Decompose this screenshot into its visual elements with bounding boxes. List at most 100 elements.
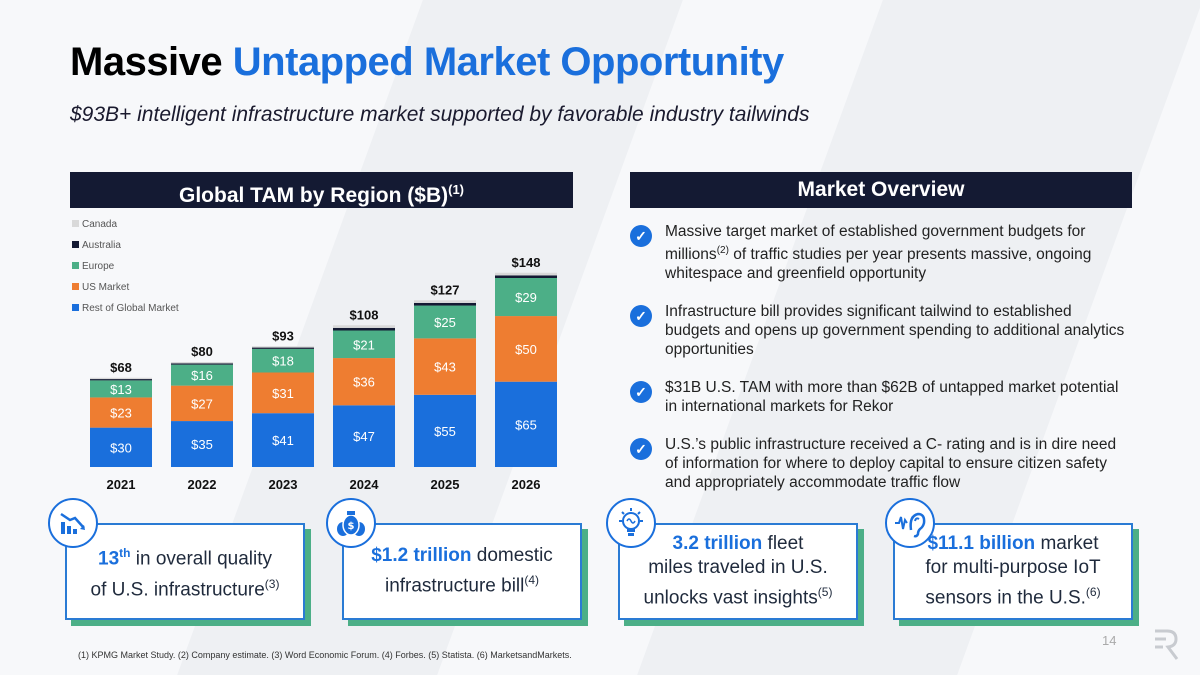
money-bags-icon: $ — [326, 498, 376, 548]
stat-highlight: $11.1 billion — [927, 533, 1036, 555]
bar-value-label: $25 — [434, 315, 456, 330]
bar-segment — [171, 421, 233, 467]
stat-card-infrastructure-bill: $1.2 trillion domestic infrastructure bi… — [342, 523, 582, 620]
tam-header-text: Global TAM by Region ($B) — [179, 184, 449, 207]
stat-text: sensors in the U.S. — [925, 587, 1086, 609]
bar-value-label: $55 — [434, 424, 456, 439]
bar-segment — [414, 300, 476, 303]
stat-text: miles traveled in U.S. — [648, 557, 828, 579]
stat-text: of U.S. infrastructure — [90, 578, 265, 600]
bar-segment — [90, 380, 152, 398]
bar-value-label: $29 — [515, 290, 537, 305]
bar-value-label: $41 — [272, 433, 294, 448]
bar-segment — [252, 348, 314, 373]
bar-segment — [495, 381, 557, 467]
overview-item: ✓ $31B U.S. TAM with more than $62B of u… — [630, 378, 1130, 416]
bar-segment — [252, 346, 314, 348]
overview-text: $31B U.S. TAM with more than $62B of unt… — [665, 379, 1119, 416]
legend-label: Rest of Global Market — [82, 303, 179, 314]
bar-segment — [414, 302, 476, 306]
market-overview-list: ✓ Massive target market of established g… — [630, 222, 1130, 492]
bar-segment — [252, 413, 314, 467]
rekor-logo-icon — [1150, 628, 1180, 667]
stat-highlight-sup: th — [119, 546, 131, 561]
x-tick-label: 2023 — [269, 477, 298, 492]
tam-bar-chart: Canada Australia Europe US Market Rest of Gl… — [72, 219, 557, 492]
bar-total-label: $108 — [350, 307, 379, 322]
overview-section-header: Market Overview — [630, 172, 1132, 208]
bar-segment — [90, 427, 152, 467]
legend-label: Canada — [82, 219, 117, 230]
bar-segment — [414, 305, 476, 339]
legend-swatch — [72, 241, 79, 248]
stat-card-infrastructure-rank: 13th in overall quality of U.S. infrastr… — [65, 523, 305, 620]
bar-total-label: $80 — [191, 344, 213, 359]
checkmark-icon: ✓ — [630, 381, 652, 404]
bar-segment — [333, 405, 395, 467]
overview-item: ✓ U.S.’s public infrastructure received … — [630, 435, 1130, 492]
x-tick-label: 2021 — [107, 477, 136, 492]
legend-label: US Market — [82, 282, 129, 293]
page-subtitle: $93B+ intelligent infrastructure market … — [70, 103, 810, 126]
stat-footnote: (4) — [524, 573, 540, 588]
title-blue-part: Untapped Market Opportunity — [232, 40, 784, 84]
stat-highlight: $1.2 trillion — [371, 545, 472, 567]
bar-segment — [90, 397, 152, 428]
page-number: 14 — [1102, 633, 1117, 648]
overview-text: Massive target market of established gov… — [665, 223, 1086, 264]
stat-text: fleet — [762, 533, 804, 555]
checkmark-icon: ✓ — [630, 225, 652, 247]
bar-segment — [333, 358, 395, 406]
checkmark-icon: ✓ — [630, 305, 652, 328]
bar-segment — [495, 278, 557, 317]
stat-footnote: (6) — [1085, 585, 1101, 600]
tam-section-header: Global TAM by Region ($B)(1) — [70, 172, 573, 208]
bar-total-label: $68 — [110, 360, 132, 375]
stat-footnote: (3) — [264, 576, 280, 591]
legend-swatch — [72, 304, 79, 311]
bar-segment — [252, 372, 314, 414]
legend-swatch — [72, 220, 79, 227]
bar-value-label: $47 — [353, 429, 375, 444]
stat-text: for multi-purpose IoT — [925, 557, 1101, 579]
bar-segment — [495, 316, 557, 382]
bar-segment — [495, 272, 557, 276]
stat-highlight: 3.2 trillion — [672, 533, 763, 555]
bar-value-label: $50 — [515, 342, 537, 357]
bar-segment — [333, 327, 395, 331]
lightbulb-brain-icon — [606, 498, 656, 548]
title-dark-part: Massive — [70, 40, 223, 84]
bar-value-label: $30 — [110, 440, 132, 455]
bar-value-label: $31 — [272, 386, 294, 401]
page-title: Massive Untapped Market Opportunity — [70, 40, 784, 85]
bar-segment — [90, 377, 152, 380]
stat-text: infrastructure bill — [384, 575, 525, 597]
x-tick-label: 2026 — [512, 477, 541, 492]
bar-value-label: $35 — [191, 437, 213, 452]
stat-card-fleet-miles: 3.2 trillion fleet miles traveled in U.S… — [618, 523, 858, 620]
bar-segment — [90, 379, 152, 381]
bar-segment — [333, 325, 395, 328]
svg-text:$: $ — [348, 521, 355, 532]
stat-text: domestic — [471, 545, 553, 567]
bar-segment — [252, 347, 314, 349]
legend-label: Australia — [82, 240, 121, 251]
legend-swatch — [72, 262, 79, 269]
overview-text-cont: of traffic studies per year presents mas… — [665, 246, 1092, 283]
bar-value-label: $36 — [353, 375, 375, 390]
overview-text: U.S.’s public infrastructure received a … — [665, 436, 1117, 492]
bar-segment — [171, 363, 233, 365]
declining-chart-icon — [48, 498, 98, 548]
x-tick-label: 2024 — [350, 477, 380, 492]
legend-swatch — [72, 283, 79, 290]
stat-highlight: 13 — [98, 548, 120, 570]
bar-value-label: $43 — [434, 360, 456, 375]
bar-value-label: $21 — [353, 337, 375, 352]
bar-segment — [333, 330, 395, 359]
x-tick-label: 2022 — [188, 477, 217, 492]
overview-item: ✓ Infrastructure bill provides significa… — [630, 302, 1130, 359]
x-tick-label: 2025 — [431, 477, 460, 492]
tam-header-footnote: (1) — [448, 182, 464, 197]
legend-label: Europe — [82, 261, 115, 272]
overview-footnote: (2) — [716, 245, 729, 256]
